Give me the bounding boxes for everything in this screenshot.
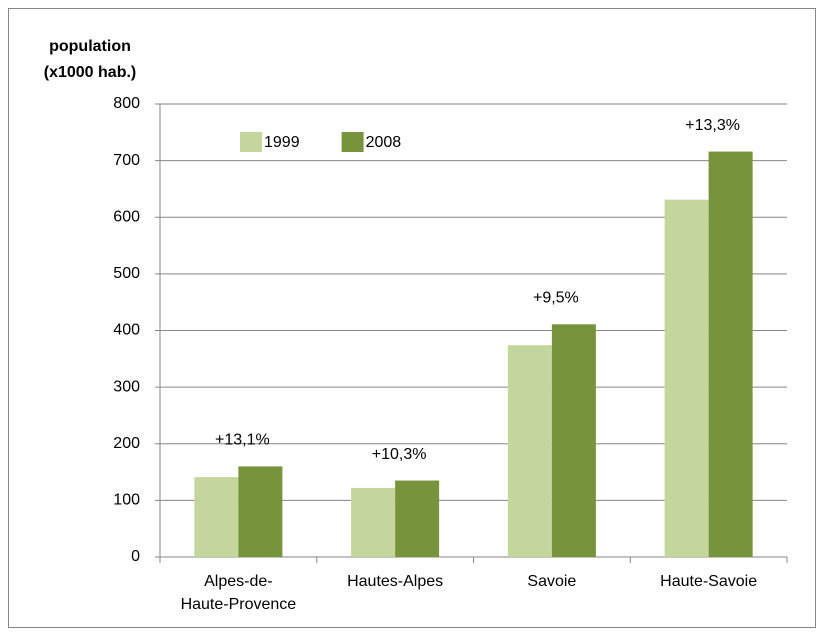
y-tick-label: 800 xyxy=(113,95,140,112)
y-tick-label: 400 xyxy=(113,322,140,339)
y-tick-label: 100 xyxy=(113,492,140,509)
y-tick-label: 200 xyxy=(113,435,140,452)
annotation: +9,5% xyxy=(533,289,579,306)
bar xyxy=(351,487,396,557)
y-axis-label: (x1000 hab.) xyxy=(44,64,136,81)
bar xyxy=(238,466,283,557)
x-tick-label: Haute-Savoie xyxy=(660,573,757,590)
annotation: +13,3% xyxy=(685,117,740,134)
bar xyxy=(664,199,709,558)
legend-label: 1999 xyxy=(264,134,300,151)
bar xyxy=(507,345,552,557)
legend-label: 2008 xyxy=(366,134,402,151)
annotation: +13,1% xyxy=(215,432,270,449)
bar xyxy=(551,324,596,557)
y-tick-label: 700 xyxy=(113,152,140,169)
y-tick-label: 300 xyxy=(113,378,140,395)
bar xyxy=(395,480,440,557)
annotation: +10,3% xyxy=(372,446,427,463)
y-tick-label: 600 xyxy=(113,208,140,225)
y-tick-label: 0 xyxy=(131,548,140,565)
x-tick-label: Savoie xyxy=(527,573,576,590)
y-axis-label: population xyxy=(49,38,131,55)
x-tick-label: Hautes-Alpes xyxy=(347,573,443,590)
x-tick-label: Haute-Provence xyxy=(181,596,297,613)
legend-swatch xyxy=(240,132,262,152)
legend-swatch xyxy=(341,132,364,152)
y-tick-label: 500 xyxy=(113,265,140,282)
x-tick-label: Alpes-de- xyxy=(204,573,272,590)
bar xyxy=(708,151,753,557)
bar xyxy=(194,477,239,557)
